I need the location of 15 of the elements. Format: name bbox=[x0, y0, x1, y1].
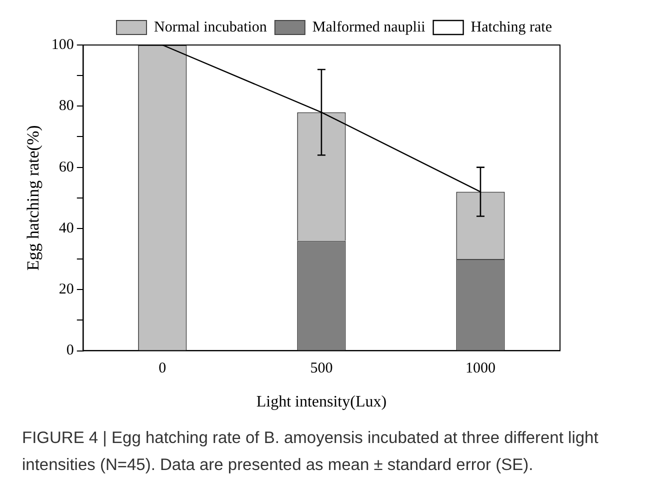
legend-label: Normal incubation bbox=[154, 19, 268, 36]
y-tick-label: 0 bbox=[66, 342, 74, 359]
y-tick-label: 40 bbox=[58, 220, 74, 236]
caption: FIGURE 4 | Egg hatching rate of B. amoyensis incubated at three different light intensities (N=45). Data are presented as mean ± standard error (SE). bbox=[22, 428, 600, 476]
y-tick-label: 20 bbox=[58, 282, 74, 298]
x-tick-label: 1000 bbox=[465, 360, 496, 377]
legend-label: Malformed nauplii bbox=[312, 19, 426, 36]
y-tick-label: 100 bbox=[51, 36, 74, 53]
x-tick-label: 0 bbox=[158, 360, 166, 377]
y-tick-label: 60 bbox=[58, 159, 74, 176]
legend-label: Hatching rate bbox=[470, 19, 552, 36]
x-axis-title: Light intensity(Lux) bbox=[256, 394, 387, 411]
y-axis-title: Egg hatching rate(%) bbox=[24, 125, 43, 271]
y-tick-label: 80 bbox=[58, 98, 74, 114]
x-tick-label: 500 bbox=[310, 360, 333, 377]
